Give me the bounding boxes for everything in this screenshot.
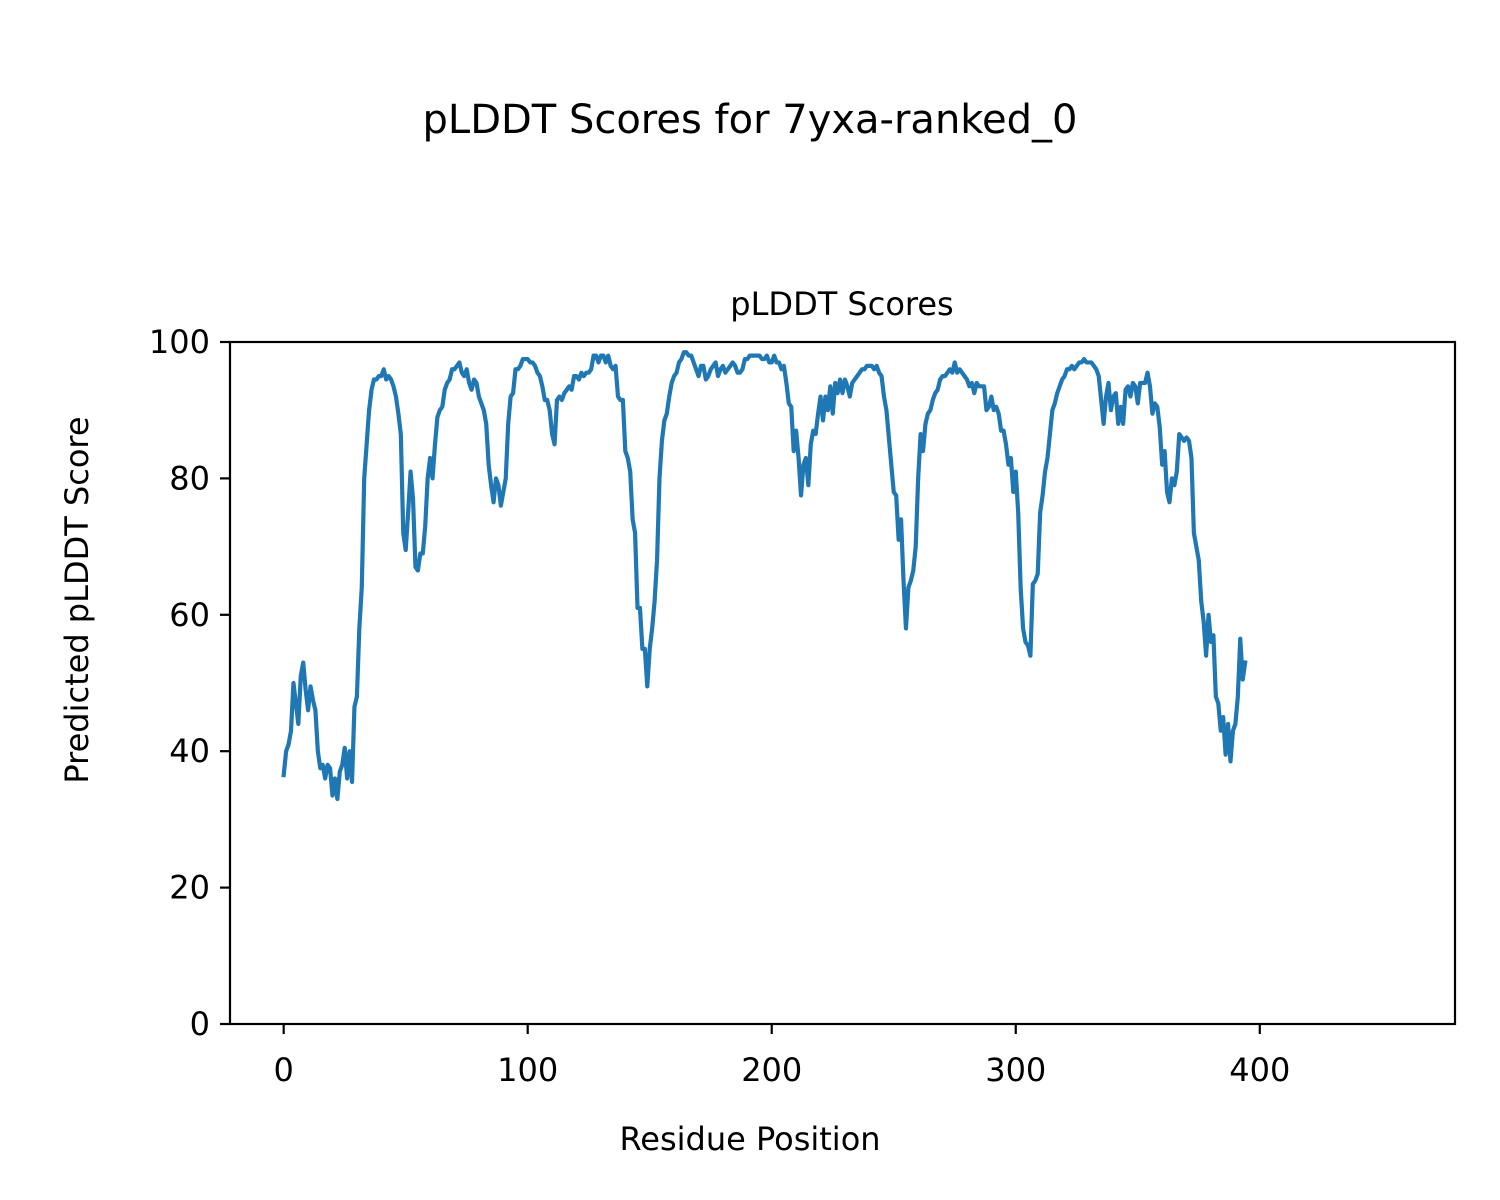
x-tick-label: 100 (497, 1051, 558, 1089)
x-tick-label: 200 (741, 1051, 802, 1089)
y-tick-label: 20 (169, 869, 210, 907)
x-axis-label: Residue Position (619, 1120, 880, 1158)
axis-ticks: 0 100 200 300 400 0 20 40 60 80 100 (149, 323, 1290, 1089)
axes-title: pLDDT Scores (730, 285, 953, 323)
plot-area (281, 350, 1248, 802)
y-tick-label: 100 (149, 323, 210, 361)
y-tick-label: 80 (169, 459, 210, 497)
y-tick-label: 0 (190, 1005, 210, 1043)
chart-title: pLDDT Scores for 7yxa-ranked_0 (423, 97, 1078, 143)
axes-frame (228, 340, 1457, 1026)
y-axis-label: Predicted pLDDT Score (58, 416, 96, 783)
series-line-0 (281, 350, 1248, 802)
x-tick-label: 0 (274, 1051, 294, 1089)
x-tick-label: 400 (1229, 1051, 1290, 1089)
y-tick-label: 60 (169, 596, 210, 634)
x-tick-label: 300 (985, 1051, 1046, 1089)
y-tick-label: 40 (169, 732, 210, 770)
